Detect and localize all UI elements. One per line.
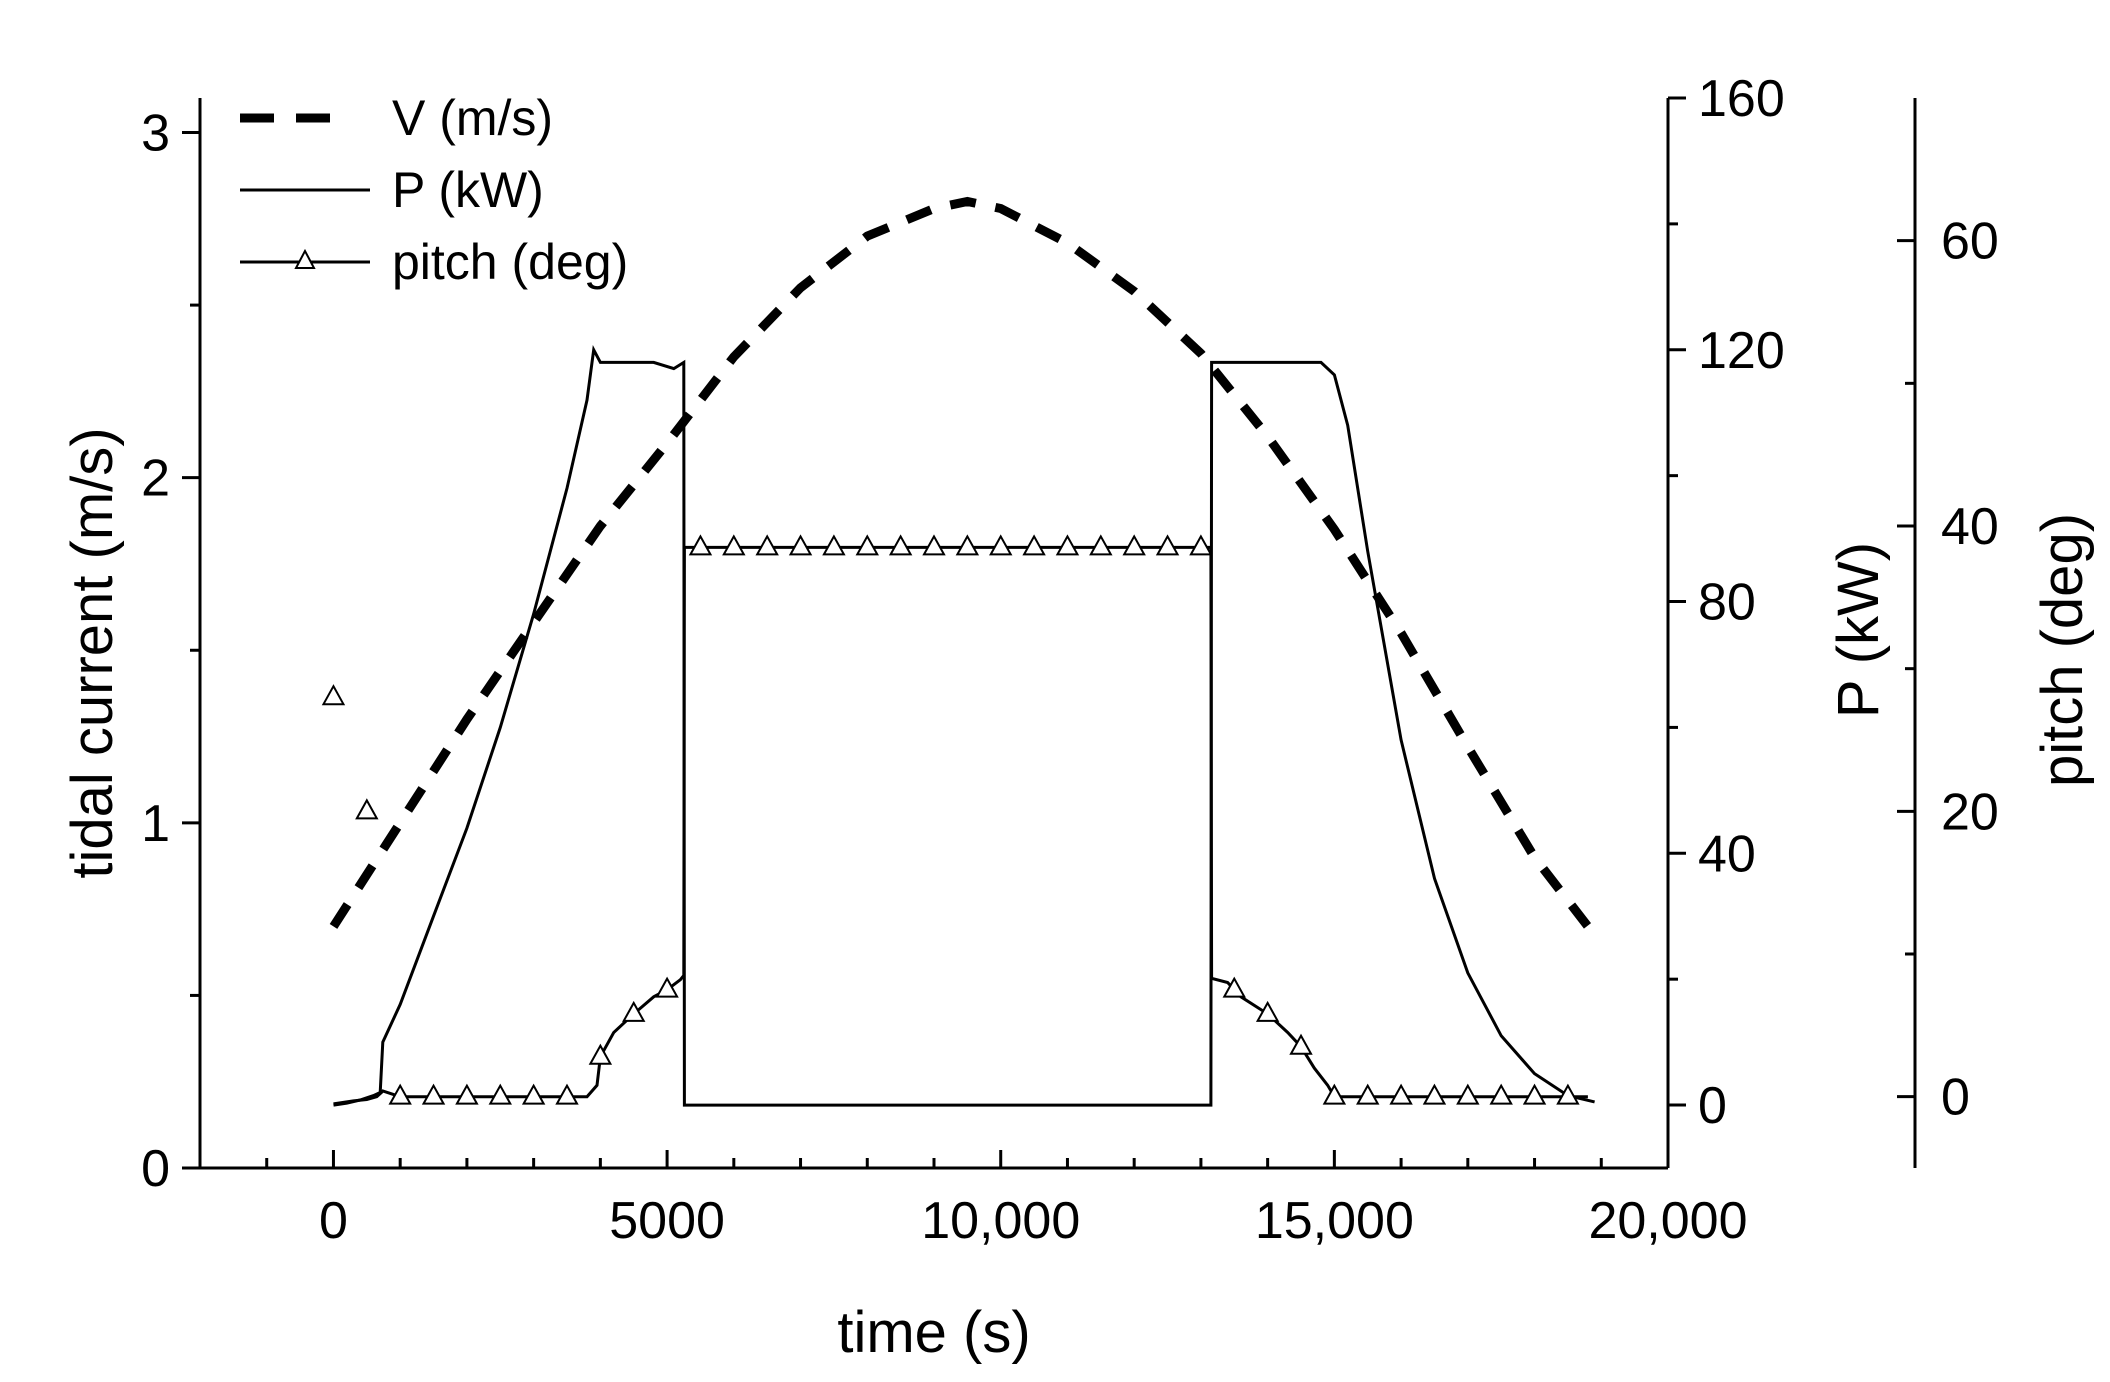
pitch-marker	[1322, 1083, 1347, 1105]
pitch-marker	[1289, 1033, 1313, 1055]
legend: V (m/s) P (kW) pitch (deg)	[240, 90, 628, 290]
pitch-marker	[588, 1043, 613, 1065]
left-y-tick-label: 1	[141, 795, 170, 853]
pitch-marker	[1489, 1083, 1513, 1105]
power-axis-tick-label: 120	[1698, 322, 1785, 380]
power-axis-tick-label: 160	[1698, 70, 1785, 128]
legend-swatch-pitch-marker	[294, 248, 316, 269]
legend-label-power: P (kW)	[392, 162, 544, 218]
pitch-marker	[622, 1000, 646, 1022]
pitch-marker	[855, 534, 879, 556]
pitch-marker	[1556, 1083, 1580, 1105]
pitch-marker	[555, 1083, 579, 1105]
pitch-marker	[755, 534, 779, 556]
pitch-marker	[989, 534, 1013, 556]
legend-label-pitch: pitch (deg)	[392, 234, 628, 290]
pitch-marker	[1222, 976, 1246, 998]
x-tick-label: 5000	[609, 1192, 725, 1250]
pitch-marker	[888, 534, 913, 556]
pitch-marker	[1189, 534, 1213, 556]
pitch-marker	[1456, 1083, 1480, 1105]
legend-label-velocity: V (m/s)	[392, 90, 553, 146]
pitch-axis-tick-label: 20	[1941, 783, 1999, 841]
x-tick-label: 20,000	[1588, 1192, 1747, 1250]
power-axis-tick-label: 40	[1698, 825, 1756, 883]
power-axis-tick-label: 0	[1698, 1077, 1727, 1135]
pitch-marker	[1389, 1083, 1413, 1105]
pitch-marker	[1255, 1000, 1280, 1022]
pitch-marker	[388, 1083, 412, 1105]
pitch-marker	[955, 534, 980, 556]
left-y-tick-label: 3	[141, 105, 170, 163]
pitch-axis-tick-label: 0	[1941, 1069, 1970, 1127]
pitch-marker	[822, 534, 846, 556]
pitch-marker	[1155, 534, 1180, 556]
pitch-axis-tick-label: 40	[1941, 498, 1999, 556]
pitch-marker	[1055, 534, 1080, 556]
pitch-marker	[1356, 1083, 1380, 1105]
pitch-marker	[1422, 1083, 1447, 1105]
left-y-axis-title: tidal current (m/s)	[60, 427, 125, 878]
x-tick-label: 15,000	[1255, 1192, 1414, 1250]
x-tick-label: 10,000	[921, 1192, 1080, 1250]
pitch-marker	[688, 534, 713, 556]
pitch-marker	[922, 534, 946, 556]
pitch-marker	[1022, 534, 1046, 556]
power-axis-tick-label: 80	[1698, 574, 1756, 632]
pitch-marker	[722, 534, 746, 556]
pitch-marker	[1522, 1083, 1547, 1105]
pitch-marker	[421, 1083, 446, 1105]
pitch-marker	[1089, 534, 1113, 556]
series-line-power	[333, 344, 1595, 1107]
x-axis-title: time (s)	[837, 1300, 1030, 1365]
pitch-marker	[321, 684, 346, 706]
pitch-marker	[355, 798, 379, 820]
pitch-marker	[655, 976, 679, 998]
pitch-marker	[1122, 534, 1146, 556]
pitch-axis-tick-label: 60	[1941, 213, 1999, 271]
left-y-tick-label: 2	[141, 450, 170, 508]
pitch-marker	[455, 1083, 479, 1105]
ticks-layer: 0 5000 10,000 15,000 20,000 0 1 2 3 0 40 80 120 160 0 2…	[141, 70, 1999, 1250]
pitch-axis-title: pitch (deg)	[2030, 513, 2095, 787]
x-tick-label: 0	[319, 1192, 348, 1250]
power-axis-title: P (kW)	[1826, 542, 1891, 718]
pitch-marker	[521, 1083, 546, 1105]
series-layer	[321, 196, 1595, 1107]
pitch-marker	[788, 534, 813, 556]
series-line-velocity	[329, 196, 1592, 930]
pitch-marker	[488, 1083, 512, 1105]
left-y-tick-label: 0	[141, 1140, 170, 1198]
